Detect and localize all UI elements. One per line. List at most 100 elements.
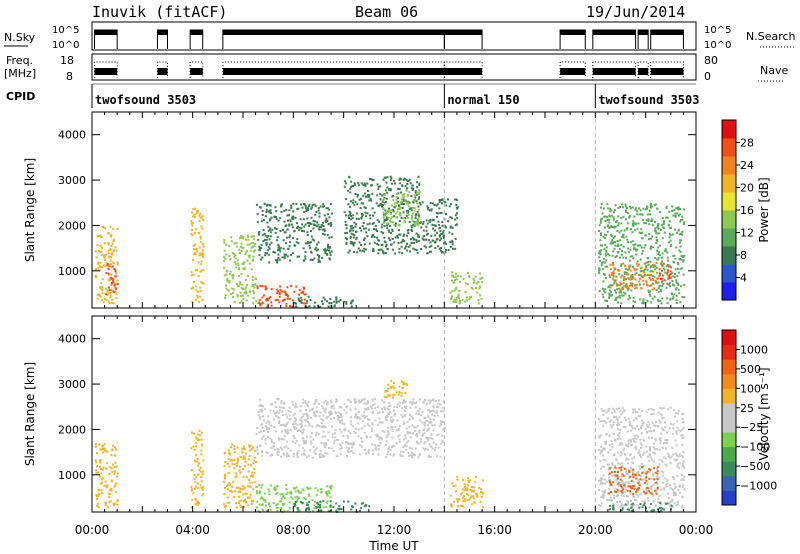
cell-9-118 xyxy=(439,249,442,252)
cell-4-51 xyxy=(318,505,321,508)
cell-11-95 xyxy=(623,285,626,288)
cell-11-466 xyxy=(600,249,603,252)
cell-6-236 xyxy=(265,208,268,211)
cell-4-32 xyxy=(316,506,319,509)
nave-step-7 xyxy=(637,61,649,78)
cell-7-286 xyxy=(416,210,419,213)
cell-8-609 xyxy=(639,454,642,457)
cell-6-310 xyxy=(310,235,313,238)
cell-4-4 xyxy=(319,509,321,512)
cell-4-73 xyxy=(284,292,287,295)
cell-4-42 xyxy=(288,297,291,300)
cell-9-41 xyxy=(639,478,642,481)
cell-5-557 xyxy=(281,410,284,413)
cell-11-364 xyxy=(682,222,685,225)
cell-5-548 xyxy=(434,400,437,402)
cell-7-100 xyxy=(376,194,379,197)
cell-11-554 xyxy=(615,255,618,258)
cell-6-16 xyxy=(301,230,303,232)
cell-7-60 xyxy=(480,495,483,498)
cell-7-405 xyxy=(351,241,354,244)
cell-7-36 xyxy=(350,215,352,218)
cell-8-498 xyxy=(633,437,636,440)
cell-8-418 xyxy=(604,421,607,424)
cell-0-123 xyxy=(99,234,102,237)
cell-11-602 xyxy=(649,270,652,273)
cell-8-431 xyxy=(647,499,650,502)
cbar-swatch-5 xyxy=(722,417,736,433)
cell-8-584 xyxy=(640,432,643,435)
cell-8-428 xyxy=(623,490,626,493)
cell-11-325 xyxy=(609,284,612,287)
cell-2-54 xyxy=(253,459,256,462)
cell-3-31 xyxy=(308,495,311,498)
cell-11-297 xyxy=(622,215,625,218)
cell-2-116 xyxy=(242,447,245,450)
cell-11-67 xyxy=(602,235,605,238)
cell-5-587 xyxy=(410,454,413,457)
cell-3-113 xyxy=(280,497,283,500)
cell-5-64 xyxy=(429,437,432,440)
cell-12-41 xyxy=(619,284,622,287)
cell-9-79 xyxy=(422,229,425,232)
cell-5-278 xyxy=(396,419,399,422)
nsky-trace xyxy=(94,29,684,49)
cell-11-433 xyxy=(617,224,620,227)
cell-8-558 xyxy=(682,465,685,468)
cell-7-56 xyxy=(455,498,458,501)
cell-0-7 xyxy=(107,243,110,246)
xtick-label-4: 16:00 xyxy=(477,523,512,537)
cell-5-771 xyxy=(293,437,296,440)
cell-2-80 xyxy=(198,295,201,298)
cell-11-4 xyxy=(606,230,609,233)
cell-10-25 xyxy=(643,503,646,506)
cell-8-587 xyxy=(672,423,675,426)
cell-9-71 xyxy=(437,245,440,248)
cell-7-39 xyxy=(344,220,347,223)
cell-6-11 xyxy=(405,383,408,386)
cell-8-576 xyxy=(633,504,636,507)
cell-3-151 xyxy=(246,234,249,237)
cell-4-80 xyxy=(292,299,294,302)
cell-6-178 xyxy=(327,245,329,248)
cell-11-442 xyxy=(599,221,602,224)
cell-2-19 xyxy=(200,281,203,284)
cell-5-222 xyxy=(376,424,379,426)
cell-4-29 xyxy=(329,505,332,508)
cell-0-58 xyxy=(110,289,113,292)
cell-5-768 xyxy=(256,448,259,451)
cell-6-232 xyxy=(279,250,282,253)
cell-4-20 xyxy=(278,291,281,294)
cell-9-55 xyxy=(441,221,444,223)
cell-8-52 xyxy=(411,214,414,217)
cell-7-26 xyxy=(455,490,457,493)
cell-2-73 xyxy=(252,474,255,477)
cell-5-185 xyxy=(270,446,273,449)
cell-12-56 xyxy=(657,277,660,280)
cell-5-283 xyxy=(441,410,444,413)
cell-6-169 xyxy=(315,246,318,249)
cell-5-153 xyxy=(267,427,270,430)
cell-11-213 xyxy=(642,207,645,210)
cell-7-204 xyxy=(398,233,401,236)
cell-2-14 xyxy=(191,221,194,224)
cell-5-274 xyxy=(280,455,282,458)
cell-4-44 xyxy=(359,509,361,512)
cell-3-82 xyxy=(283,497,286,500)
cell-6-193 xyxy=(308,244,311,247)
cell-5-19 xyxy=(427,448,430,451)
cell-5-448 xyxy=(374,434,377,437)
cell-2-128 xyxy=(254,481,257,484)
cell-7-50 xyxy=(479,491,482,494)
cell-7-361 xyxy=(380,248,383,251)
cell-11-126 xyxy=(683,283,686,286)
cell-11-247 xyxy=(611,261,614,264)
cell-11-152 xyxy=(621,286,624,289)
cell-11-60 xyxy=(675,294,678,297)
cell-0-95 xyxy=(116,472,119,475)
cell-5-539 xyxy=(267,420,270,423)
cell-4-8 xyxy=(283,290,286,293)
cell-7-255 xyxy=(410,209,413,212)
cell-11-41 xyxy=(603,237,606,239)
cell-8-72 xyxy=(399,206,402,209)
